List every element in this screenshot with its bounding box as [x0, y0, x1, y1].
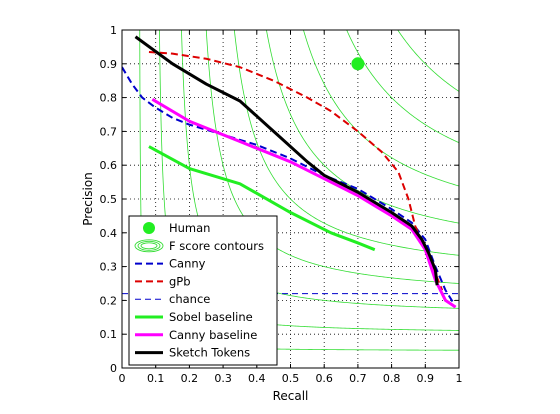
canny-line: [122, 66, 455, 305]
x-tick-label: 0.1: [147, 372, 165, 385]
legend-label: F score contours: [169, 239, 264, 253]
axis-ticks: 0 0.1 0.2 0.3 0.4 0.5 0.6 0.7 0.8 0.9 1 0 0.1 0.2 0.3 0…: [100, 24, 463, 385]
legend-label: Human: [169, 221, 210, 235]
legend-contour-icon: [134, 239, 164, 253]
legend-contour-icon: [137, 240, 161, 251]
x-tick-label: 0.6: [315, 372, 333, 385]
y-tick-label: 0.8: [100, 92, 118, 105]
human-point: [351, 57, 365, 71]
legend-human-marker: [143, 222, 155, 234]
series-layer: [122, 35, 459, 309]
x-tick-label: 0.2: [181, 372, 199, 385]
legend-label: chance: [169, 292, 210, 306]
legend: Human F score contours Canny gPb chance Sobel…: [128, 215, 278, 366]
legend-label: Canny: [169, 257, 206, 271]
x-tick-label: 0.4: [248, 372, 266, 385]
y-tick-label: 0: [110, 362, 117, 375]
legend-label: Sketch Tokens: [169, 346, 250, 360]
f-score-contour-line: [303, 30, 459, 187]
y-tick-label: 0.4: [100, 227, 118, 240]
x-tick-label: 0.9: [417, 372, 435, 385]
y-axis-label: Precision: [81, 172, 95, 226]
legend-contour-icon: [140, 242, 158, 250]
sobel-baseline-line: [148, 145, 376, 252]
x-tick-label: 0.8: [383, 372, 401, 385]
x-tick-label: 0.5: [282, 372, 300, 385]
y-tick-label: 0.7: [100, 125, 118, 138]
y-tick-label: 0.6: [100, 159, 118, 172]
y-tick-label: 0.3: [100, 261, 118, 274]
x-tick-label: 0.3: [214, 372, 232, 385]
y-tick-label: 1: [110, 24, 117, 37]
y-tick-label: 0.1: [100, 328, 118, 341]
f-score-contour-line: [397, 30, 459, 92]
legend-label: gPb: [169, 274, 191, 288]
x-tick-label: 0: [119, 372, 126, 385]
f-score-contour-line: [266, 30, 459, 224]
sketch-tokens-line: [134, 35, 439, 286]
x-axis-label: Recall: [273, 389, 309, 403]
legend-label: Sobel baseline: [169, 310, 253, 324]
y-tick-label: 0.2: [100, 294, 118, 307]
legend-box: [128, 215, 278, 366]
legend-label: Canny baseline: [169, 328, 257, 342]
f-score-contour-line: [233, 30, 459, 256]
y-tick-label: 0.9: [100, 58, 118, 71]
y-tick-label: 0.5: [100, 193, 118, 206]
x-tick-label: 1: [456, 372, 463, 385]
x-tick-label: 0.7: [349, 372, 367, 385]
f-score-contour-line: [346, 30, 459, 144]
